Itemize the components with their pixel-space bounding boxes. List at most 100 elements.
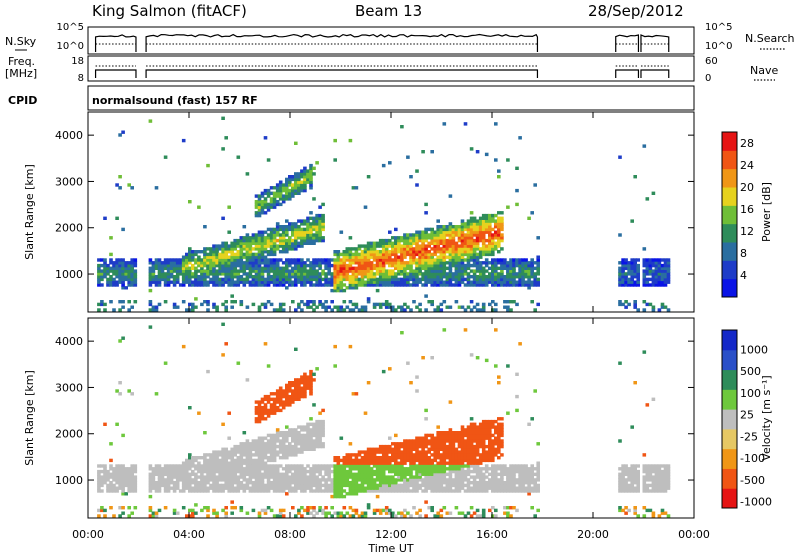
velocity-cell: [372, 469, 377, 474]
power-cell: [624, 258, 628, 262]
velocity-cell: [212, 483, 216, 488]
velocity-cell: [484, 444, 489, 449]
power-cell: [333, 252, 337, 257]
power-cell: [303, 280, 307, 284]
velocity-cell: [348, 472, 353, 476]
velocity-cell: [360, 469, 365, 474]
velocity-cell: [472, 464, 477, 468]
power-cell: [642, 272, 647, 276]
power-cell: [175, 269, 180, 273]
velocity-cell: [351, 486, 356, 490]
velocity-cell: [394, 447, 398, 451]
power-cell: [151, 272, 156, 276]
power-cell: [348, 300, 353, 304]
velocity-cell: [394, 467, 398, 471]
power-cell: [239, 261, 244, 265]
power-cell: [481, 269, 486, 273]
velocity-cell: [227, 467, 231, 471]
velocity-cell: [300, 481, 304, 485]
velocity-cell: [445, 456, 450, 460]
velocity-cell: [415, 511, 419, 515]
power-cell: [148, 269, 153, 273]
velocity-cell: [300, 378, 304, 382]
power-cell: [515, 272, 519, 276]
velocity-cell: [221, 489, 225, 493]
power-cell: [339, 305, 344, 309]
velocity-cell: [269, 486, 274, 490]
power-cell: [369, 263, 374, 268]
power-cell: [245, 272, 250, 276]
power-cell: [360, 244, 365, 248]
velocity-cell: [397, 447, 401, 451]
power-cell: [181, 258, 186, 262]
power-cell: [454, 266, 459, 270]
power-cell: [324, 272, 328, 276]
power-cell: [381, 252, 386, 257]
velocity-cell: [463, 514, 468, 518]
power-cell: [206, 300, 210, 304]
power-cell: [630, 263, 634, 268]
velocity-cell: [272, 489, 277, 493]
power-cell: [472, 252, 477, 257]
power-cell: [654, 269, 659, 273]
velocity-cell: [481, 453, 486, 457]
power-cell: [288, 261, 292, 265]
power-cell: [472, 244, 477, 248]
power-cell: [351, 266, 356, 270]
velocity-cell: [369, 458, 374, 463]
power-cell: [275, 227, 280, 232]
velocity-cell: [463, 478, 468, 482]
power-cell: [321, 213, 325, 218]
power-cell: [257, 238, 262, 243]
power-cell: [391, 280, 395, 284]
velocity-cell: [178, 469, 183, 474]
power-cell: [360, 263, 365, 268]
velocity-cell: [294, 378, 298, 382]
power-cell: [254, 200, 259, 204]
velocity-cell: [351, 508, 356, 513]
velocity-cell: [421, 356, 425, 360]
power-cell: [469, 280, 474, 284]
velocity-cell: [188, 461, 192, 465]
velocity-cell: [285, 425, 289, 429]
velocity-cell: [212, 453, 216, 457]
velocity-cell: [230, 450, 234, 454]
power-cell: [469, 147, 474, 151]
power-cell: [418, 250, 422, 254]
power-cell: [381, 241, 386, 245]
velocity-cell: [294, 428, 298, 432]
velocity-cell: [197, 475, 201, 479]
power-cell: [488, 225, 492, 229]
velocity-cell: [245, 439, 250, 443]
cpid-mode-text: normalsound (fast) 157 RF: [92, 94, 258, 107]
velocity-cell: [409, 447, 413, 451]
velocity-cell: [148, 486, 153, 490]
velocity-cell: [372, 478, 377, 482]
power-cell: [121, 300, 125, 304]
nave-right-tick-top: 60: [705, 56, 718, 67]
power-cell: [318, 233, 322, 237]
velocity-cell: [451, 478, 456, 482]
velocity-cell: [203, 489, 207, 493]
velocity-cell: [457, 453, 462, 457]
power-cell: [257, 305, 262, 309]
power-cell: [281, 280, 286, 284]
power-cell: [333, 277, 337, 282]
power-cell: [288, 236, 292, 240]
power-cell: [97, 272, 101, 276]
power-cell: [272, 241, 277, 245]
power-cell: [266, 283, 271, 287]
power-cell: [518, 258, 522, 262]
velocity-cell: [424, 514, 428, 518]
power-cell: [100, 258, 104, 262]
power-cell: [369, 280, 374, 284]
power-cell: [484, 225, 489, 229]
power-cell: [175, 277, 180, 282]
power-cell: [227, 266, 231, 270]
power-cell: [248, 280, 253, 284]
power-cell: [124, 275, 128, 279]
velocity-cell: [312, 481, 316, 485]
power-cell: [394, 258, 398, 262]
velocity-cell: [375, 478, 380, 482]
power-cell: [448, 277, 453, 282]
